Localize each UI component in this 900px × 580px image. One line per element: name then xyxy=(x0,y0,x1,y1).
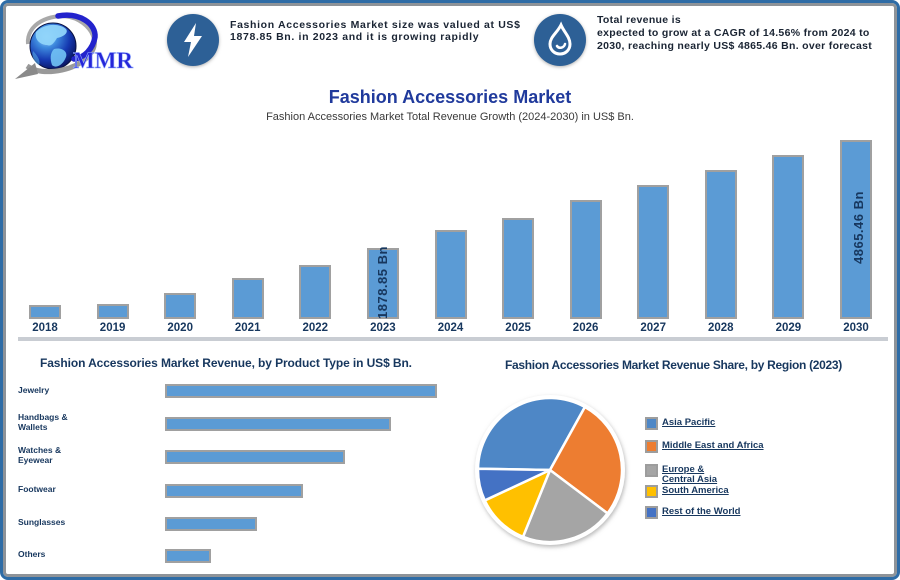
svg-text:MMR: MMR xyxy=(73,48,133,73)
